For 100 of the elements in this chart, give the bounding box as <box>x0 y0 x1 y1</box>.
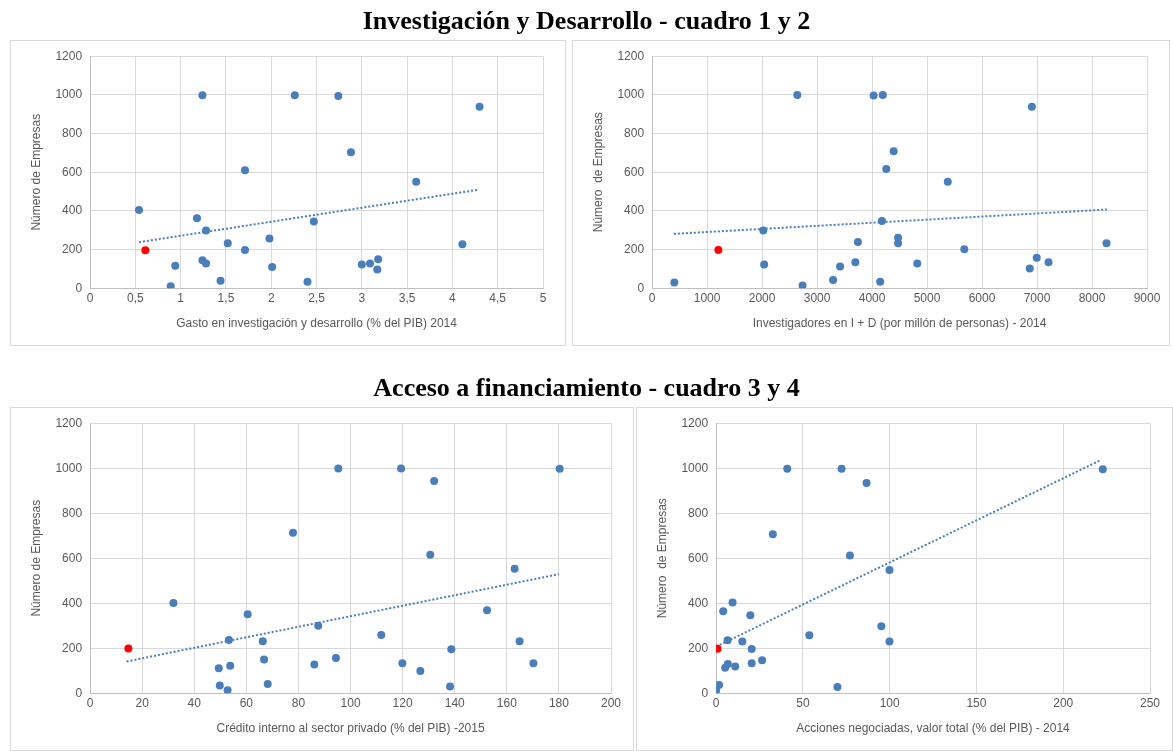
y-tick-label: 1000 <box>55 460 83 475</box>
point <box>746 611 755 620</box>
point <box>723 659 732 668</box>
point <box>334 92 343 101</box>
point <box>202 226 211 235</box>
point <box>458 240 467 249</box>
point <box>943 177 952 186</box>
y-tick-label: 0 <box>637 280 645 295</box>
point <box>268 262 277 271</box>
point <box>747 659 756 668</box>
point <box>1027 102 1036 111</box>
y-tick-label: 800 <box>688 505 709 520</box>
point <box>836 262 845 271</box>
x-tick-label: 0 <box>648 290 656 305</box>
x-tick-label: 0 <box>712 695 720 710</box>
point <box>446 682 455 691</box>
point <box>670 278 679 287</box>
point <box>793 91 802 100</box>
point <box>265 234 274 243</box>
y-tick-label: 200 <box>62 640 83 655</box>
x-tick-label: 3000 <box>803 290 831 305</box>
point <box>223 239 232 248</box>
x-tick-label: 20 <box>135 695 150 710</box>
x-tick-label: 0 <box>86 290 94 305</box>
point <box>426 550 435 559</box>
y-tick-label: 600 <box>688 550 709 565</box>
chart-title: Investigación y Desarrollo - cuadro 1 y 2 <box>361 6 812 36</box>
x-axis-title: Crédito interno al sector privado (% del PIB) -2015 <box>216 721 485 736</box>
point <box>731 662 740 671</box>
point <box>216 276 225 285</box>
point <box>215 681 224 690</box>
x-tick-label: 7000 <box>1023 290 1051 305</box>
point <box>783 464 792 473</box>
x-tick-label: 0 <box>86 695 94 710</box>
point <box>483 606 492 615</box>
x-tick-label: 3,5 <box>398 290 416 305</box>
x-tick-label: 2,5 <box>308 290 326 305</box>
y-tick-label: 800 <box>624 125 645 140</box>
point <box>877 622 886 631</box>
point <box>878 91 887 100</box>
point <box>214 664 223 673</box>
point <box>397 464 406 473</box>
y-axis-title: Número de Empresas <box>590 112 605 233</box>
point <box>510 564 519 573</box>
point <box>728 598 737 607</box>
point <box>288 528 297 537</box>
x-tick-label: 4000 <box>858 290 886 305</box>
point <box>198 91 207 100</box>
point <box>124 644 133 653</box>
x-tick-label: 100 <box>879 695 900 710</box>
point <box>331 654 340 663</box>
x-tick-label: 5 <box>539 290 547 305</box>
point <box>760 260 769 269</box>
point <box>885 637 894 646</box>
y-tick-label: 1000 <box>681 460 709 475</box>
x-tick-label: 180 <box>548 695 570 710</box>
point <box>290 91 299 100</box>
x-tick-label: 250 <box>1139 695 1161 710</box>
y-tick-label: 400 <box>62 203 83 218</box>
x-tick-label: 6000 <box>968 290 996 305</box>
point <box>555 464 564 473</box>
point <box>416 666 425 675</box>
y-tick-label: 200 <box>688 640 709 655</box>
point <box>310 660 319 669</box>
x-tick-label: 2000 <box>748 290 776 305</box>
point <box>258 637 267 646</box>
point <box>202 259 211 268</box>
point <box>475 102 484 111</box>
point <box>169 598 178 607</box>
y-tick-label: 0 <box>701 685 709 700</box>
y-tick-label: 800 <box>62 125 83 140</box>
x-tick-label: 2 <box>267 290 275 305</box>
point <box>845 551 854 560</box>
point <box>869 91 878 100</box>
x-tick-label: 5000 <box>913 290 941 305</box>
x-tick-label: 80 <box>291 695 306 710</box>
point <box>829 276 838 285</box>
x-tick-label: 120 <box>392 695 413 710</box>
y-tick-label: 1200 <box>55 48 83 63</box>
x-tick-label: 40 <box>187 695 202 710</box>
point <box>141 246 150 255</box>
y-tick-label: 1200 <box>55 415 83 430</box>
point <box>314 621 323 630</box>
point <box>876 277 885 286</box>
y-axis-title: Número de Empresas <box>28 499 43 617</box>
point <box>758 656 767 665</box>
x-tick-label: 9000 <box>1133 290 1161 305</box>
point <box>889 147 898 156</box>
x-tick-label: 100 <box>340 695 361 710</box>
x-tick-label: 0,5 <box>127 290 145 305</box>
point <box>334 464 343 473</box>
x-tick-label: 3 <box>358 290 366 305</box>
x-tick-label: 160 <box>496 695 518 710</box>
x-tick-label: 50 <box>796 695 810 710</box>
point <box>377 630 386 639</box>
point <box>309 217 318 226</box>
point <box>798 281 807 289</box>
y-axis-title: Número de Empresas <box>654 498 669 619</box>
point <box>894 239 903 248</box>
y-axis-title: Número de Empresas <box>28 113 43 231</box>
